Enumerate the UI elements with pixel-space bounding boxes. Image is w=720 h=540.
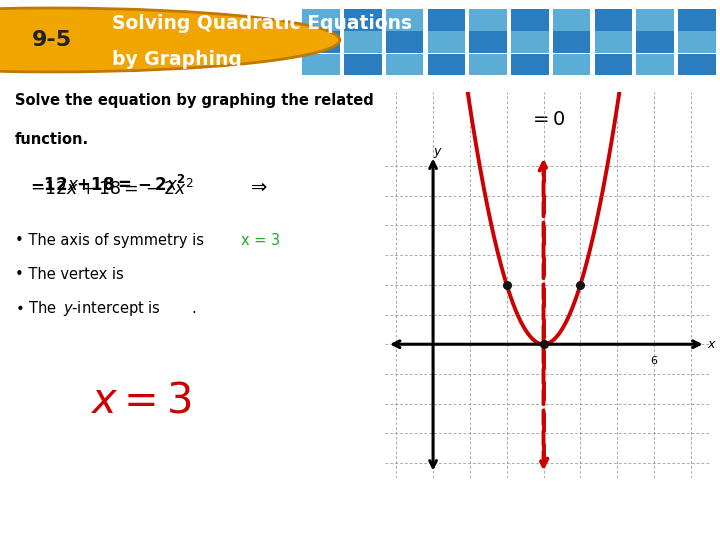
Text: Solving Quadratic Equations: Solving Quadratic Equations	[112, 15, 412, 33]
Bar	[636, 9, 674, 31]
Bar	[386, 9, 423, 31]
Bar	[469, 9, 507, 31]
Bar	[636, 53, 674, 75]
Text: $-12x + 18 = -2x^2$: $-12x + 18 = -2x^2$	[30, 179, 194, 199]
Bar	[553, 53, 590, 75]
Bar	[428, 31, 465, 53]
Text: $\mathbf{-12}$$\mathit{x}$$\mathbf{+ 18 = -2}$$\mathit{x}$$^{\mathbf{2}}$: $\mathbf{-12}$$\mathit{x}$$\mathbf{+ 18 …	[30, 174, 185, 195]
Text: x = 3: x = 3	[241, 233, 280, 248]
Text: $\Rightarrow$: $\Rightarrow$	[247, 177, 268, 196]
Text: 9-5: 9-5	[32, 30, 72, 50]
Bar	[636, 31, 674, 53]
Bar	[553, 31, 590, 53]
Text: Solve the equation by graphing the related: Solve the equation by graphing the relat…	[14, 93, 374, 108]
Text: $= 0$: $= 0$	[528, 110, 566, 129]
Bar	[553, 9, 590, 31]
Bar	[595, 31, 632, 53]
Bar	[428, 53, 465, 75]
Bar	[469, 53, 507, 75]
Text: x: x	[707, 338, 715, 351]
Circle shape	[0, 8, 340, 72]
Bar	[386, 31, 423, 53]
Bar	[302, 53, 340, 75]
Bar	[511, 31, 549, 53]
Text: 6: 6	[650, 356, 657, 366]
Bar	[678, 53, 716, 75]
Bar	[344, 9, 382, 31]
Bar	[386, 53, 423, 75]
Text: • The  $y$-intercept is       .: • The $y$-intercept is .	[14, 299, 197, 319]
Text: $x = 3$: $x = 3$	[89, 380, 192, 422]
Text: y: y	[433, 145, 441, 158]
Bar	[678, 31, 716, 53]
Bar	[302, 31, 340, 53]
Bar	[302, 9, 340, 31]
Text: Copyright © by Holt, Rinehart and Winston. All Rights Reserved.: Copyright © by Holt, Rinehart and Winsto…	[440, 521, 711, 530]
Bar	[511, 9, 549, 31]
Text: • The vertex is: • The vertex is	[14, 267, 123, 282]
Bar	[344, 31, 382, 53]
Text: • The axis of symmetry is: • The axis of symmetry is	[14, 233, 208, 248]
Bar	[344, 53, 382, 75]
Text: Holt Algebra 1: Holt Algebra 1	[9, 520, 99, 530]
Text: function.: function.	[14, 132, 89, 146]
Bar	[511, 53, 549, 75]
Text: by Graphing: by Graphing	[112, 50, 241, 70]
Bar	[595, 53, 632, 75]
Bar	[428, 9, 465, 31]
Bar	[595, 9, 632, 31]
Bar	[469, 31, 507, 53]
Bar	[678, 9, 716, 31]
